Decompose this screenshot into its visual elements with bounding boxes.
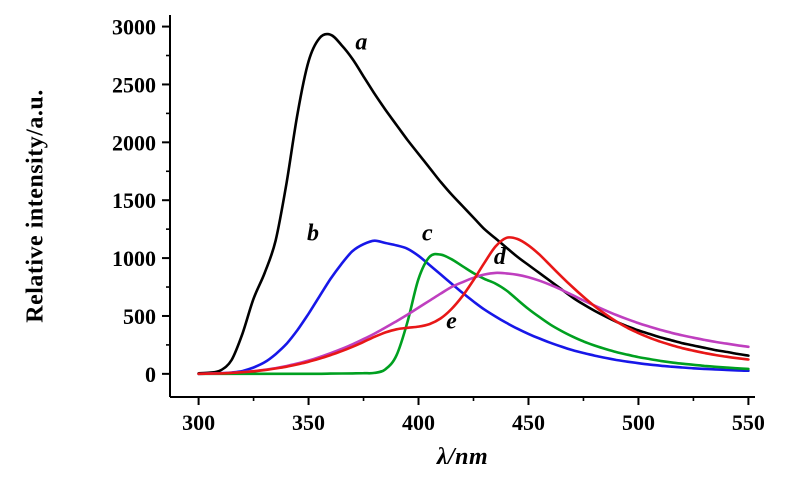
curve-e	[197, 235, 750, 376]
curve-b	[197, 239, 750, 376]
x-tick-label: 350	[292, 410, 325, 435]
curve-label-d: d	[494, 244, 507, 270]
curve-c	[197, 252, 750, 376]
x-axis-title: λ/nm	[436, 444, 489, 470]
x-tick-label: 450	[512, 410, 545, 435]
y-tick-label: 1000	[112, 246, 156, 271]
y-tick-label: 1500	[112, 188, 156, 213]
y-tick-label: 3000	[112, 15, 156, 40]
curve-label-b: b	[307, 221, 319, 247]
x-tick-label: 400	[402, 410, 435, 435]
x-tick-label: 300	[182, 410, 215, 435]
curve-a	[197, 32, 750, 375]
x-tick-label: 550	[732, 410, 765, 435]
y-tick-label: 2000	[112, 130, 156, 155]
curve-d	[197, 271, 750, 376]
y-tick-label: 0	[145, 362, 156, 387]
curve-label-c: c	[422, 221, 433, 247]
curve-label-e: e	[446, 309, 457, 335]
curve-label-a: a	[355, 30, 367, 56]
y-tick-label: 2500	[112, 72, 156, 97]
y-tick-label: 500	[123, 304, 156, 329]
x-tick-label: 500	[622, 410, 655, 435]
y-axis-title: Relative intensity/a.u.	[22, 89, 49, 323]
